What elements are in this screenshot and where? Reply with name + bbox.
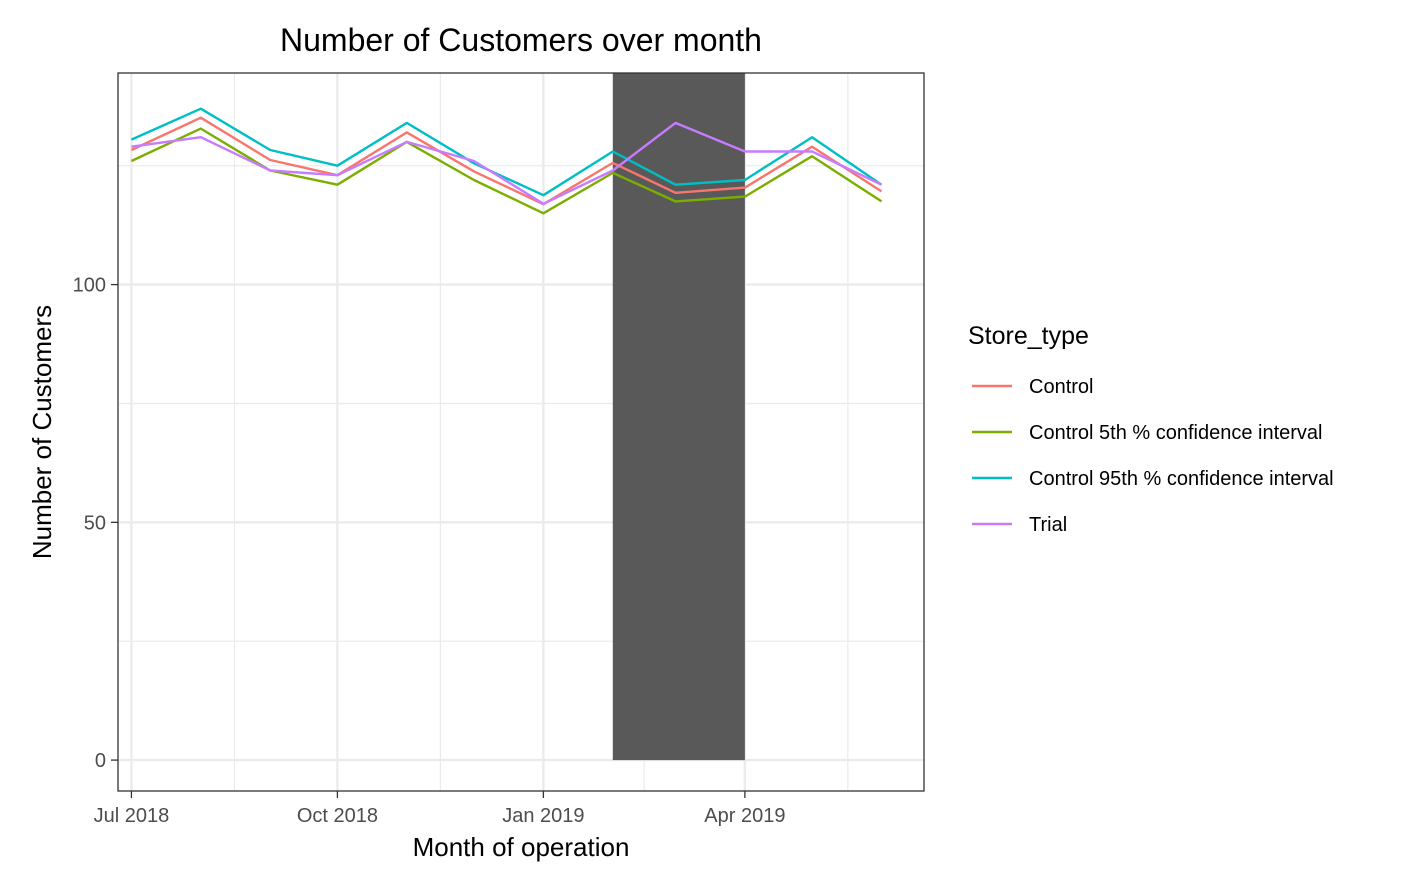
legend-label-3: Trial [1029,514,1067,536]
y-tick-label: 50 [84,512,106,534]
y-tick-label: 0 [95,750,106,772]
series-lines [130,107,883,215]
series-line-2 [130,107,883,197]
plot-panel [118,73,924,791]
series-line-0 [130,116,883,206]
x-axis: Jul 2018 Oct 2018 Jan 2019 Apr 2019 [94,791,785,827]
legend-title: Store_type [968,322,1089,350]
chart-title: Number of Customers over month [280,22,762,58]
x-tick-label: Apr 2019 [704,805,785,827]
y-axis-title: Number of Customers [27,305,57,559]
legend-label-1: Control 5th % confidence interval [1029,422,1323,444]
x-tick-label: Jan 2019 [502,805,584,827]
y-axis: 0 50 100 [73,275,118,772]
x-axis-title: Month of operation [413,832,630,862]
series-line-3 [131,121,883,206]
legend-label-0: Control [1029,376,1093,398]
trial-period-shaded-region [612,73,745,761]
legend-label-2: Control 95th % confidence interval [1029,468,1334,490]
legend: Store_type Control Control 5th % confiden… [968,322,1334,536]
x-tick-label: Jul 2018 [94,805,170,827]
x-tick-label: Oct 2018 [297,805,378,827]
series-line-1 [130,127,883,215]
y-tick-label: 100 [73,275,106,297]
plot-border [117,72,925,792]
